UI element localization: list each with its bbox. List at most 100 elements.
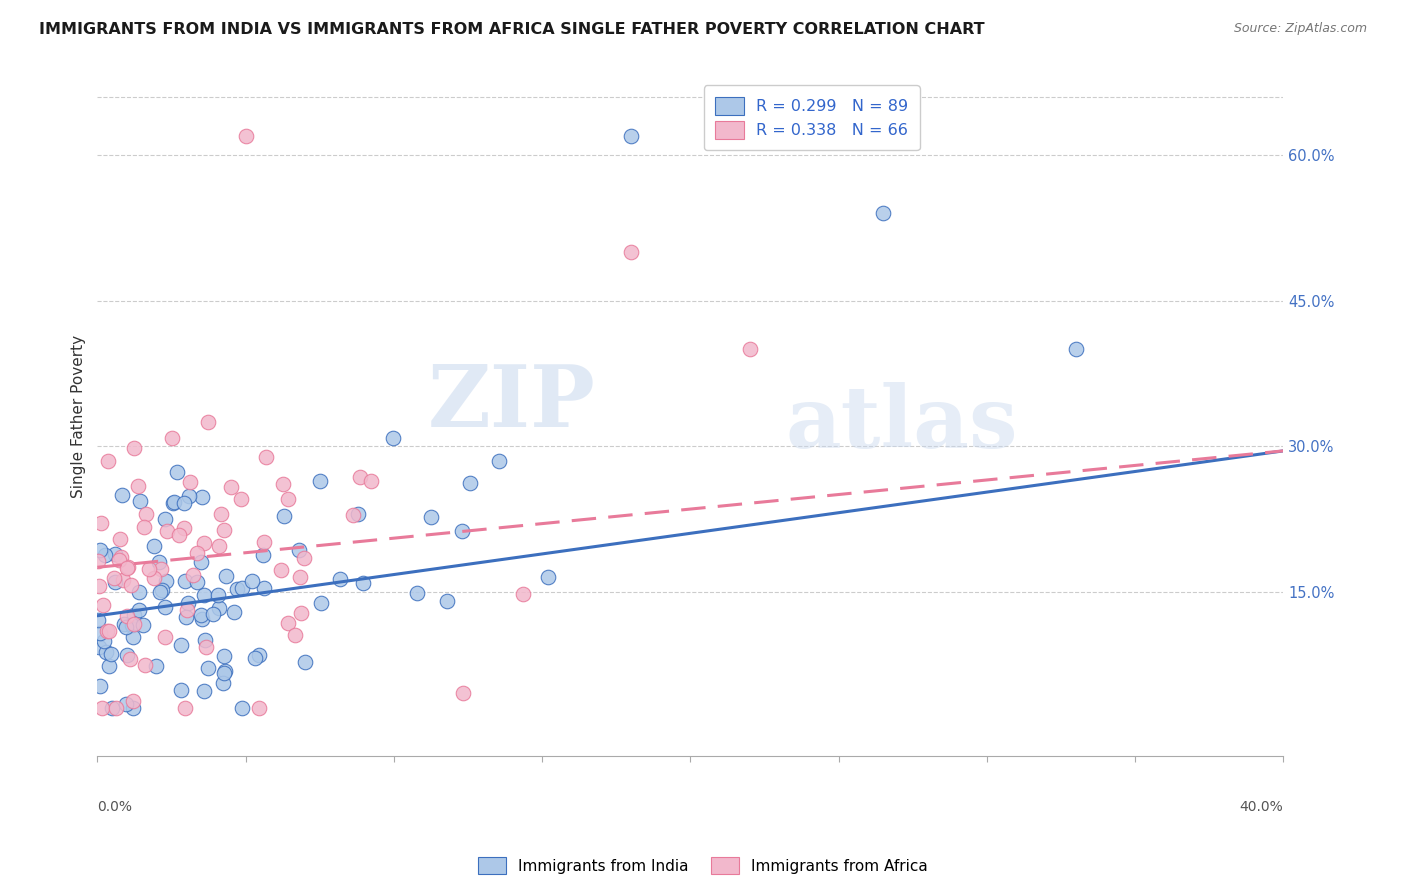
Point (512, 587, 534, 601)
Point (738, 342, 761, 356)
Point (89, 543, 111, 558)
Point (100, 647, 122, 661)
Point (451, 524, 474, 538)
Point (128, 494, 150, 508)
Point (284, 628, 307, 642)
Point (195, 640, 218, 655)
Legend: Immigrants from India, Immigrants from Africa: Immigrants from India, Immigrants from A… (472, 851, 934, 880)
Point (254, 450, 277, 464)
Point (176, 609, 198, 624)
Text: ZIP: ZIP (427, 361, 596, 445)
Point (114, 620, 136, 634)
Point (87, 579, 110, 593)
Point (231, 701, 253, 715)
Point (167, 528, 190, 542)
Point (128, 585, 150, 599)
Point (290, 569, 312, 583)
Point (460, 476, 482, 491)
Point (202, 607, 225, 621)
Point (536, 570, 558, 584)
Point (271, 476, 294, 491)
Point (240, 574, 263, 589)
Point (181, 567, 204, 582)
Point (101, 701, 124, 715)
Point (212, 676, 235, 690)
Point (179, 475, 201, 489)
Point (89, 679, 111, 693)
Text: 40.0%: 40.0% (1240, 800, 1284, 814)
Point (93, 634, 115, 648)
Point (419, 510, 441, 524)
Point (128, 603, 150, 617)
Point (349, 470, 371, 484)
Point (90, 516, 112, 530)
Point (118, 651, 141, 665)
Point (115, 561, 138, 575)
Point (115, 648, 138, 662)
Point (270, 564, 292, 578)
Point (150, 582, 173, 597)
Point (149, 585, 172, 599)
Point (149, 562, 172, 576)
Point (142, 571, 165, 585)
Point (110, 549, 132, 564)
Point (197, 661, 219, 675)
Point (148, 555, 170, 569)
Point (190, 608, 212, 623)
Point (173, 496, 195, 510)
Point (94, 548, 117, 562)
Point (122, 701, 145, 715)
Point (132, 618, 155, 632)
Point (207, 539, 229, 553)
Point (252, 548, 274, 562)
Point (97, 453, 120, 467)
Point (103, 571, 125, 585)
Point (620, 245, 643, 260)
Point (104, 701, 127, 715)
Point (231, 581, 253, 595)
Point (173, 521, 195, 535)
Point (98, 624, 121, 639)
Point (247, 648, 270, 662)
Point (451, 685, 474, 699)
Point (174, 701, 197, 715)
Legend: R = 0.299   N = 89, R = 0.338   N = 66: R = 0.299 N = 89, R = 0.338 N = 66 (703, 86, 920, 150)
Point (96, 624, 118, 639)
Point (382, 431, 405, 445)
Point (170, 638, 193, 652)
Point (170, 683, 193, 698)
Point (209, 507, 232, 521)
Point (208, 601, 231, 615)
Point (253, 581, 276, 595)
Point (155, 574, 177, 588)
Point (156, 524, 179, 539)
Point (115, 609, 138, 624)
Point (103, 575, 125, 590)
Point (87, 613, 110, 627)
Point (243, 651, 266, 665)
Point (142, 539, 165, 553)
Point (214, 664, 236, 678)
Point (127, 479, 149, 493)
Point (1064, 342, 1087, 356)
Point (90, 701, 112, 715)
Point (124, 607, 146, 622)
Point (120, 578, 142, 592)
Point (193, 633, 215, 648)
Point (212, 523, 235, 537)
Text: IMMIGRANTS FROM INDIA VS IMMIGRANTS FROM AFRICA SINGLE FATHER POVERTY CORRELATIO: IMMIGRANTS FROM INDIA VS IMMIGRANTS FROM… (39, 22, 986, 37)
Point (153, 631, 176, 645)
Point (173, 574, 195, 588)
Point (162, 496, 184, 510)
Point (273, 509, 295, 524)
Point (166, 465, 188, 479)
Point (134, 657, 156, 672)
Point (87, 640, 110, 654)
Point (191, 491, 214, 505)
Point (212, 666, 235, 681)
Point (121, 617, 143, 632)
Point (121, 693, 143, 707)
Point (122, 617, 145, 632)
Point (163, 494, 186, 508)
Point (219, 480, 242, 494)
